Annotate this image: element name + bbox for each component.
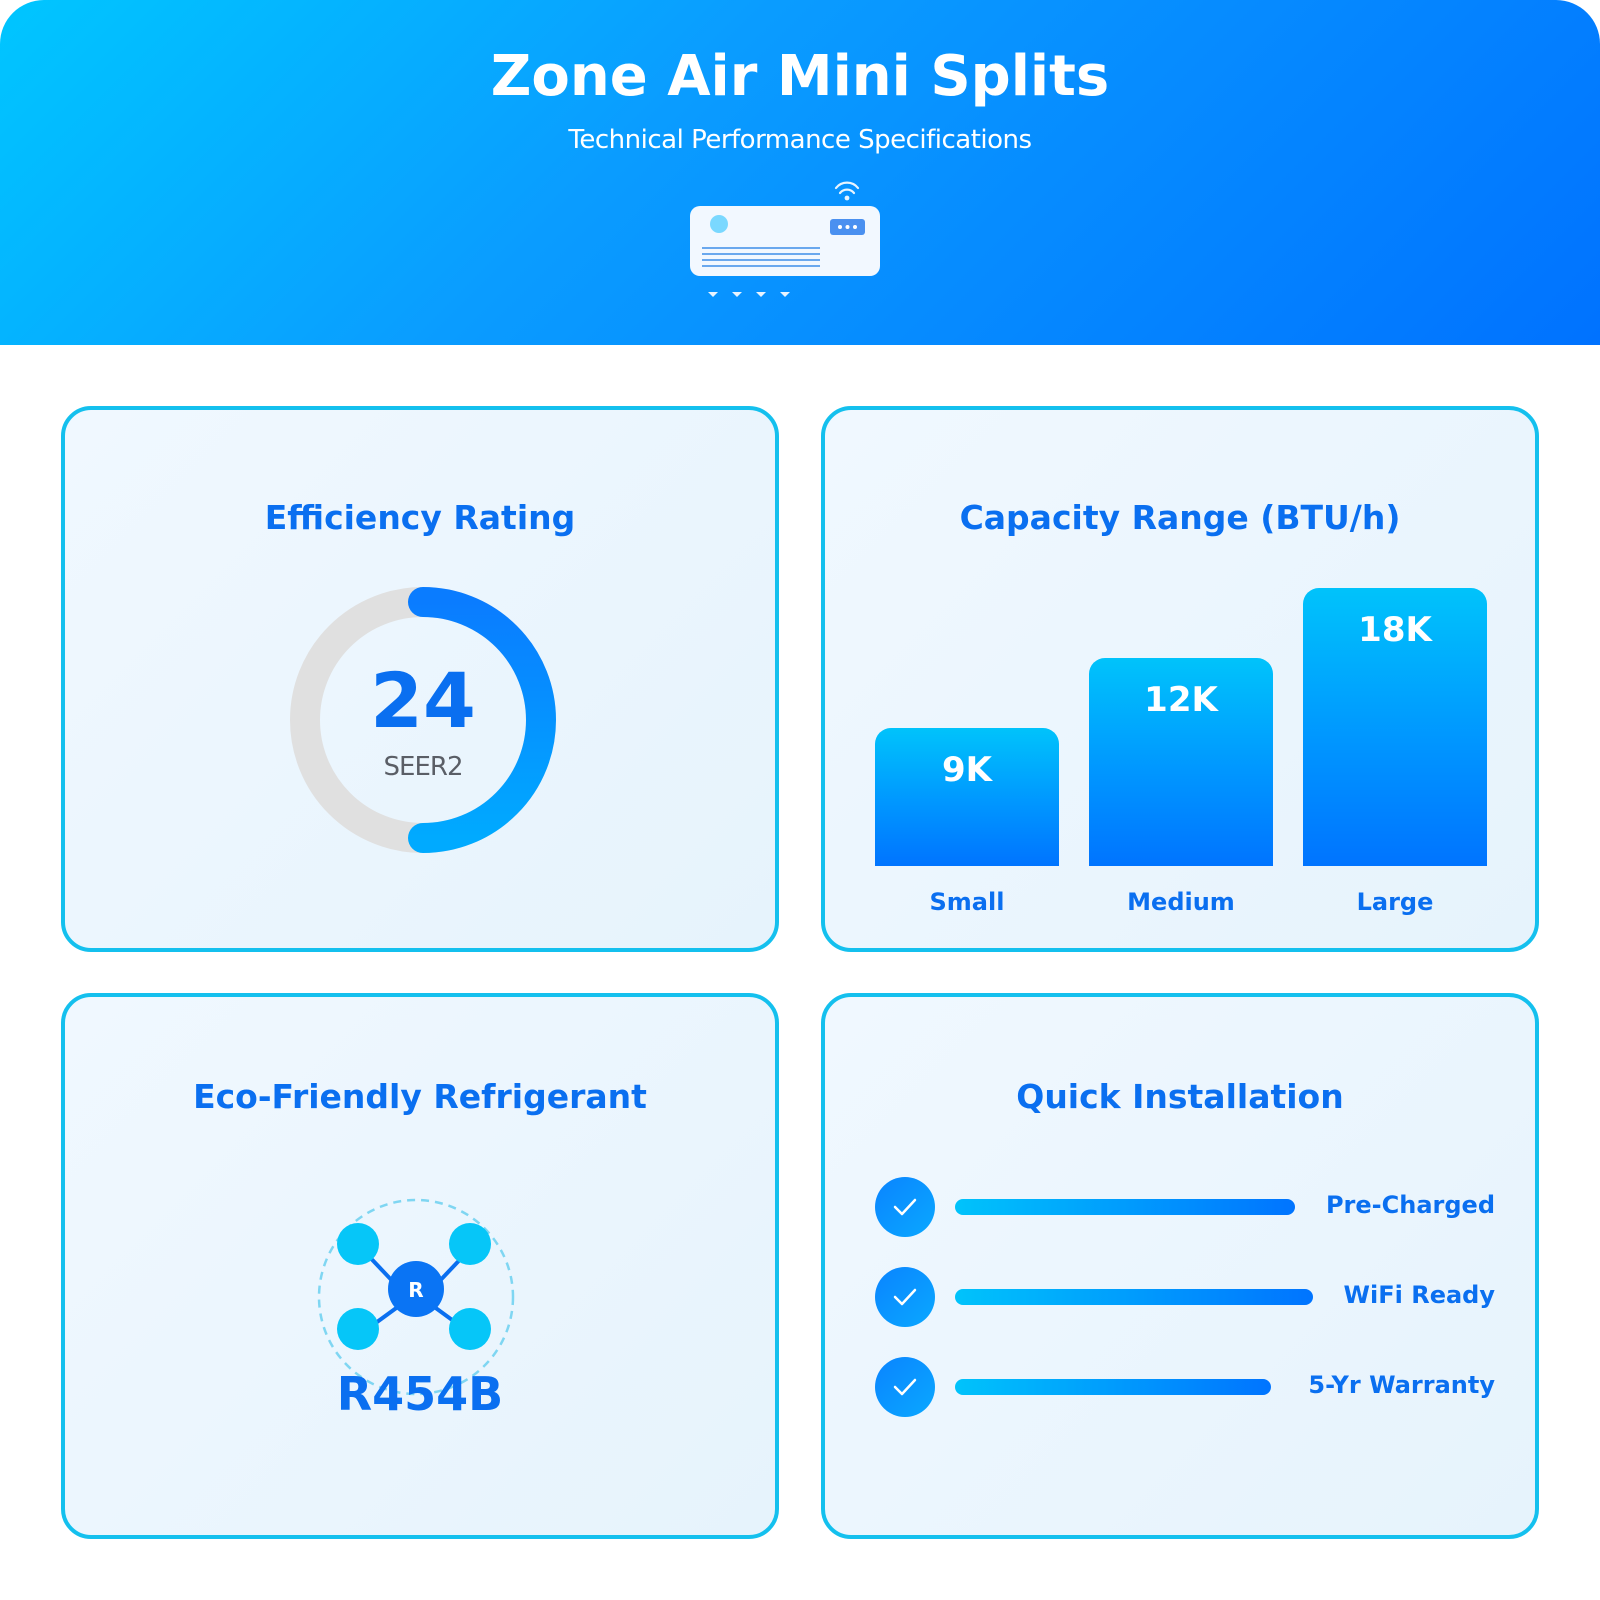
svg-text:R: R xyxy=(408,1278,423,1302)
efficiency-gauge xyxy=(290,587,556,853)
install-progress-bar xyxy=(955,1199,1295,1215)
bar-value: 12K xyxy=(1144,680,1218,720)
refrigerant-title: Eco-Friendly Refrigerant xyxy=(193,1077,647,1116)
bar-medium: 12K xyxy=(1089,658,1273,866)
efficiency-card: Efficiency Rating 24 SEER2 xyxy=(61,406,779,952)
bar-category: Medium xyxy=(1127,888,1235,916)
install-label: 5-Yr Warranty xyxy=(1308,1371,1495,1399)
install-item-warranty: 5-Yr Warranty xyxy=(875,1357,1495,1419)
bar-value: 18K xyxy=(1358,610,1432,650)
install-label: WiFi Ready xyxy=(1343,1281,1495,1309)
efficiency-value: 24 xyxy=(370,656,476,745)
install-progress-bar xyxy=(955,1379,1271,1395)
install-item-wifi: WiFi Ready xyxy=(875,1267,1495,1329)
page-subtitle: Technical Performance Specifications xyxy=(568,125,1032,155)
check-icon xyxy=(875,1357,935,1417)
capacity-card: Capacity Range (BTU/h) 9K 12K 18K Small … xyxy=(821,406,1539,952)
molecule-icon: R xyxy=(317,1198,515,1396)
installation-title: Quick Installation xyxy=(1016,1077,1344,1116)
page-title: Zone Air Mini Splits xyxy=(490,44,1110,109)
install-progress-bar xyxy=(955,1289,1313,1305)
install-label: Pre-Charged xyxy=(1325,1191,1495,1219)
installation-card: Quick Installation Pre-Charged WiFi Read… xyxy=(821,993,1539,1539)
air-conditioner-icon xyxy=(690,181,880,297)
bar-category: Small xyxy=(929,888,1005,916)
header-banner: Zone Air Mini Splits Technical Performan… xyxy=(0,0,1600,345)
bar-value: 9K xyxy=(941,750,992,790)
capacity-title: Capacity Range (BTU/h) xyxy=(959,498,1401,537)
bar-small: 9K xyxy=(875,728,1059,866)
check-icon xyxy=(875,1177,935,1237)
install-item-precharged: Pre-Charged xyxy=(875,1177,1495,1239)
refrigerant-value: R454B xyxy=(336,1367,504,1421)
check-icon xyxy=(875,1267,935,1327)
bar-large: 18K xyxy=(1303,588,1487,866)
efficiency-unit: SEER2 xyxy=(383,752,464,782)
refrigerant-card: Eco-Friendly Refrigerant R R454B xyxy=(61,993,779,1539)
bar-category: Large xyxy=(1356,888,1434,916)
efficiency-title: Efficiency Rating xyxy=(264,498,576,537)
